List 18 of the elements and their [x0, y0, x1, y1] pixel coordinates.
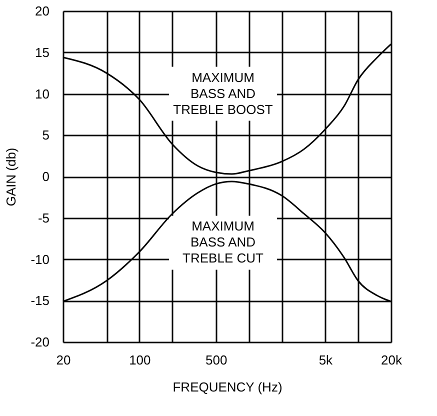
y-axis-title: GAIN (db) [4, 148, 19, 206]
x-tick-label: 20 [56, 352, 71, 368]
y-tick-label: -20 [30, 334, 50, 350]
series-label: MAXIMUM BASS AND TREBLE CUT [182, 218, 264, 266]
y-tick-label: -5 [38, 210, 50, 226]
y-tick-label: 5 [42, 128, 50, 143]
y-tick-label: 20 [35, 4, 50, 18]
x-tick-label: 500 [205, 352, 228, 368]
y-tick-label: 15 [35, 44, 50, 60]
x-tick-label: 5k [318, 352, 334, 368]
y-tick-label: 0 [42, 169, 50, 184]
y-tick-label: -10 [30, 252, 50, 267]
series-label: MAXIMUM BASS AND TREBLE BOOST [173, 70, 273, 117]
x-axis-title: FREQUENCY (Hz) [172, 380, 282, 394]
y-tick-label: 10 [35, 86, 50, 102]
y-tick-label: -15 [30, 293, 50, 308]
x-tick-label: 100 [129, 352, 151, 368]
x-tick-label: 20k [381, 352, 402, 368]
